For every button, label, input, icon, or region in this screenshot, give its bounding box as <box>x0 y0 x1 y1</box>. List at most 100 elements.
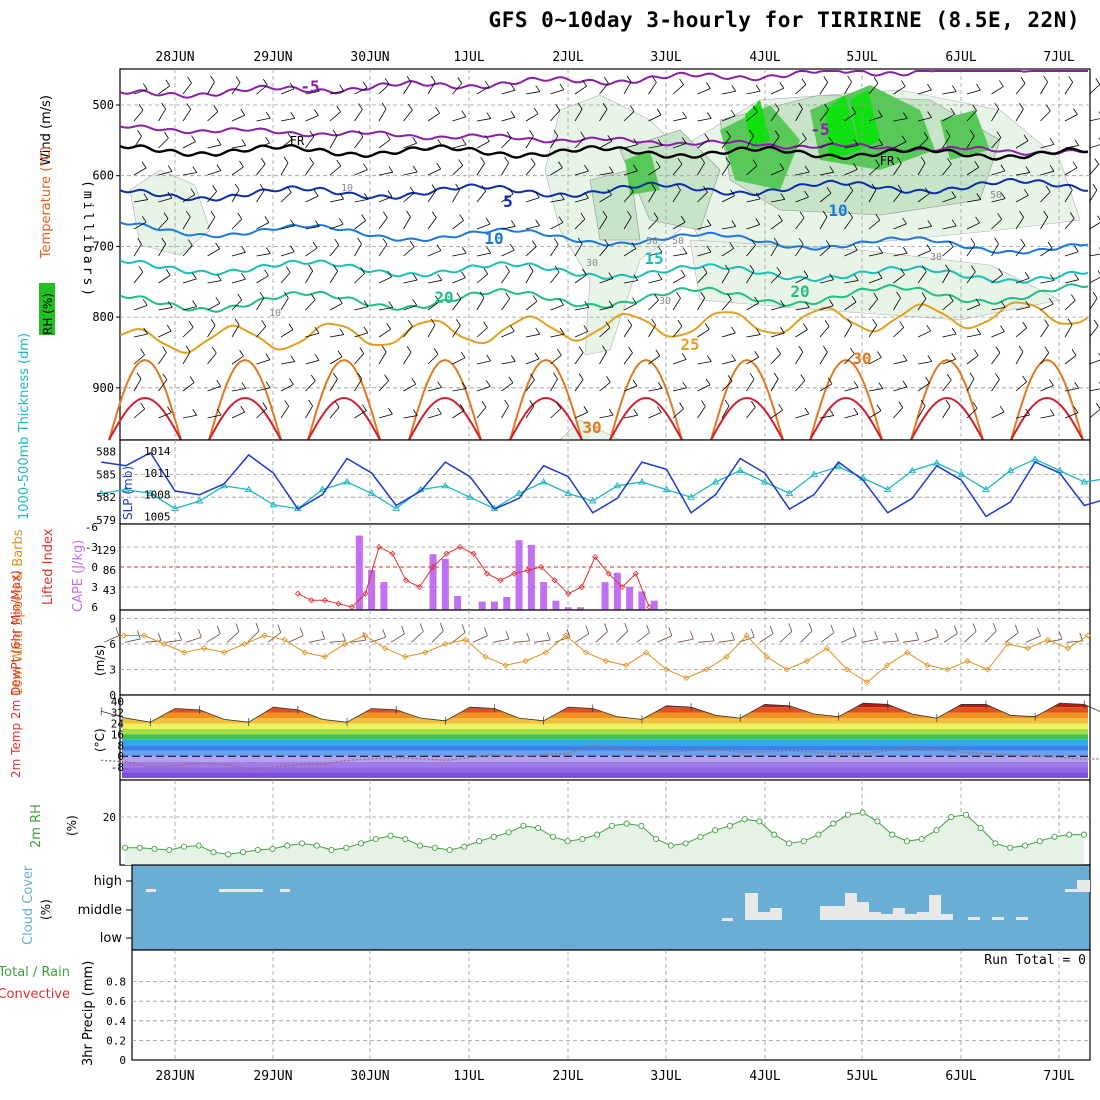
wind-barb <box>648 218 659 230</box>
wind-barb <box>452 277 466 284</box>
wind-barb-flag <box>749 129 754 137</box>
wind-barb-flag <box>824 320 830 327</box>
wind-barb-flag <box>896 291 901 299</box>
wind-barb-flag <box>234 183 240 191</box>
wind-barb-flag <box>631 242 637 249</box>
wind-barb-flag <box>284 400 290 407</box>
wind-barb <box>501 298 511 311</box>
wind-barb-flag <box>657 382 663 389</box>
wind-barb <box>991 306 1006 311</box>
rh-axis-title: RH (%) <box>41 293 55 335</box>
cape-bar <box>503 596 511 610</box>
wind-barb <box>403 279 418 284</box>
wind-barb-flag <box>582 79 587 87</box>
wind-barb-flag <box>161 237 167 245</box>
wind10m-tick: 9 <box>109 613 116 626</box>
wind-barb-flag <box>731 84 737 92</box>
wind-barb-flag <box>899 321 905 328</box>
wind-barb-flag <box>263 78 268 86</box>
wind-barb-flag <box>411 377 417 385</box>
wind-barb <box>1089 408 1100 419</box>
wind-barb-flag <box>626 210 632 218</box>
wind-barb <box>721 195 735 203</box>
wind-barb <box>158 274 171 284</box>
date-label-bottom: 7JUL <box>1043 1069 1074 1084</box>
wind-barb <box>966 244 976 257</box>
wind-barb-flag <box>604 239 609 246</box>
wind-barb-flag <box>608 408 614 416</box>
contour-label: -5 <box>300 77 319 96</box>
wind-barb <box>231 145 246 149</box>
wind-barb-flag <box>875 213 881 221</box>
cloud-mid-block <box>869 912 881 920</box>
wind-barb-flag <box>459 214 464 221</box>
wind-barb-flag <box>897 184 903 192</box>
rh2m-point <box>933 827 940 834</box>
wind-barb <box>672 325 683 338</box>
cloud-unit: (%) <box>39 899 53 920</box>
wind10m-barb <box>411 631 424 643</box>
wind-barb <box>403 171 418 176</box>
wind-barb-flag <box>1043 75 1048 83</box>
wind-barb <box>133 199 148 203</box>
wind10m-gridlines <box>120 610 1090 695</box>
wind-barb-flag <box>1043 210 1049 218</box>
wind-barb <box>256 253 271 257</box>
cloud-high-block <box>1077 880 1090 892</box>
li-point <box>592 553 599 561</box>
wind-barb-flag <box>603 76 609 84</box>
contour-label: 10 <box>828 201 847 220</box>
wind-barb <box>231 251 246 257</box>
rh2m-point <box>446 846 453 854</box>
wind-barb-flag <box>265 111 271 119</box>
wind-barb <box>452 83 463 95</box>
wind-barb-flag <box>1025 300 1031 308</box>
wind10m-barb-flag <box>115 627 120 636</box>
wind-barb-flag <box>1020 77 1026 84</box>
wind10m-barb-flag <box>505 630 510 640</box>
wind-barb-flag <box>216 379 221 387</box>
wind-barb-flag <box>162 346 167 353</box>
wind-barb <box>501 137 512 149</box>
wind-barb-flag <box>822 210 828 218</box>
wind-barb <box>256 190 265 203</box>
wind-barb <box>770 353 781 365</box>
wind-barb <box>452 410 465 419</box>
wind-barb-flag <box>898 401 904 408</box>
wind-barb-flag <box>437 139 443 146</box>
wind-barb <box>770 409 783 419</box>
cloud-axis-title: Cloud Cover <box>21 865 36 945</box>
temp-band <box>122 718 1088 724</box>
wind10m-barb <box>370 636 386 643</box>
wind-barb-flag <box>582 268 587 276</box>
wind-barb-flag <box>337 350 343 358</box>
wind-barb <box>525 246 537 257</box>
wind-barb <box>378 217 388 230</box>
wind-barb <box>574 330 588 338</box>
wind-barb <box>305 405 313 419</box>
wind-barb <box>525 300 538 311</box>
wind-barb-flag <box>727 293 732 300</box>
wind-barb <box>966 110 977 122</box>
cape-bar <box>380 582 388 610</box>
date-label-bottom: 1JUL <box>453 1069 484 1084</box>
wind-barb-flag <box>167 406 172 413</box>
date-label-bottom: 3JUL <box>650 1069 681 1084</box>
wind-barb-flag <box>241 382 247 389</box>
cape-bar <box>478 601 486 610</box>
wind-barb-flag <box>947 157 952 165</box>
slp-line <box>101 451 1100 518</box>
wind-barb-flag <box>847 75 852 83</box>
wind-barb-flag <box>605 321 611 328</box>
thickness-point <box>957 470 966 477</box>
thickness-point <box>883 485 892 493</box>
li-tick: 3 <box>91 581 98 594</box>
wind-barb-flag <box>504 399 509 407</box>
thickness-point <box>785 489 794 496</box>
wind-barb <box>942 406 951 419</box>
wind-barb-flag <box>289 82 295 90</box>
wind-barb-flag <box>999 80 1004 87</box>
wind-barb <box>182 382 195 392</box>
rh2m-point <box>151 845 158 852</box>
wind10m-barb-flag <box>198 629 202 638</box>
